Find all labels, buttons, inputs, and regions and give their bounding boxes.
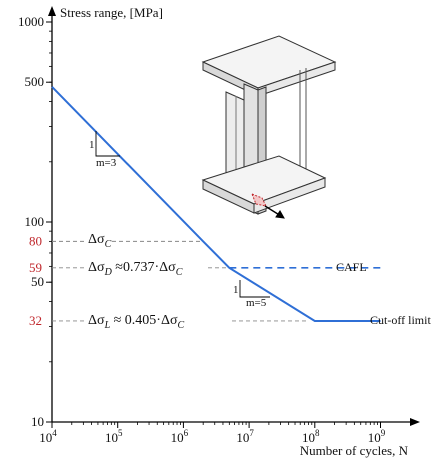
x-tick-label: 106 — [171, 428, 189, 445]
delta-sigma-c-label: ΔσC — [88, 232, 112, 250]
slope-m3-label: m=3 — [96, 157, 117, 169]
y-tick-label-red: 80 — [29, 233, 42, 248]
slope-m5-label: m=5 — [246, 297, 267, 309]
x-tick-label: 105 — [105, 428, 123, 445]
slope-m3-rise: 1 — [89, 139, 95, 151]
y-tick-label-red: 59 — [29, 260, 42, 275]
delta-sigma-d-label: ΔσD ≈0.737·ΔσC — [88, 260, 183, 278]
y-axis-label: Stress range, [MPa] — [60, 5, 163, 20]
y-tick-label: 500 — [25, 74, 45, 89]
reference-lines — [52, 240, 306, 322]
y-axis-arrow — [48, 6, 56, 16]
y-tick-label-red: 32 — [29, 313, 42, 328]
delta-sigma-l-label: ΔσL ≈ 0.405·ΔσC — [88, 313, 185, 331]
y-tick-label: 50 — [31, 274, 44, 289]
y-tick-label: 100 — [25, 214, 45, 229]
x-axis-arrow — [410, 418, 420, 426]
slope-m5-rise: 1 — [233, 284, 239, 296]
x-axis-label: Number of cycles, N — [300, 443, 409, 458]
x-tick-label: 104 — [39, 428, 57, 445]
y-tick-label: 10 — [31, 414, 44, 429]
series-layer — [51, 86, 381, 322]
welded-ibeam-illustration — [201, 35, 337, 219]
y-tick-label: 1000 — [18, 14, 44, 29]
cutoff-label: Cut-off limit — [370, 313, 431, 327]
cafl-label: CAFL — [336, 260, 367, 274]
slope-triangle-m3 — [95, 131, 120, 157]
ticks-layer: 1000 500 100 50 10 80 59 32 104 105 106 107 108 109 — [18, 14, 386, 445]
x-tick-label: 107 — [236, 428, 254, 445]
x-tick-label: 109 — [368, 428, 386, 445]
x-tick-label: 108 — [302, 428, 320, 445]
sn-curve-series — [51, 86, 381, 322]
slope-triangle-m5 — [239, 280, 270, 298]
